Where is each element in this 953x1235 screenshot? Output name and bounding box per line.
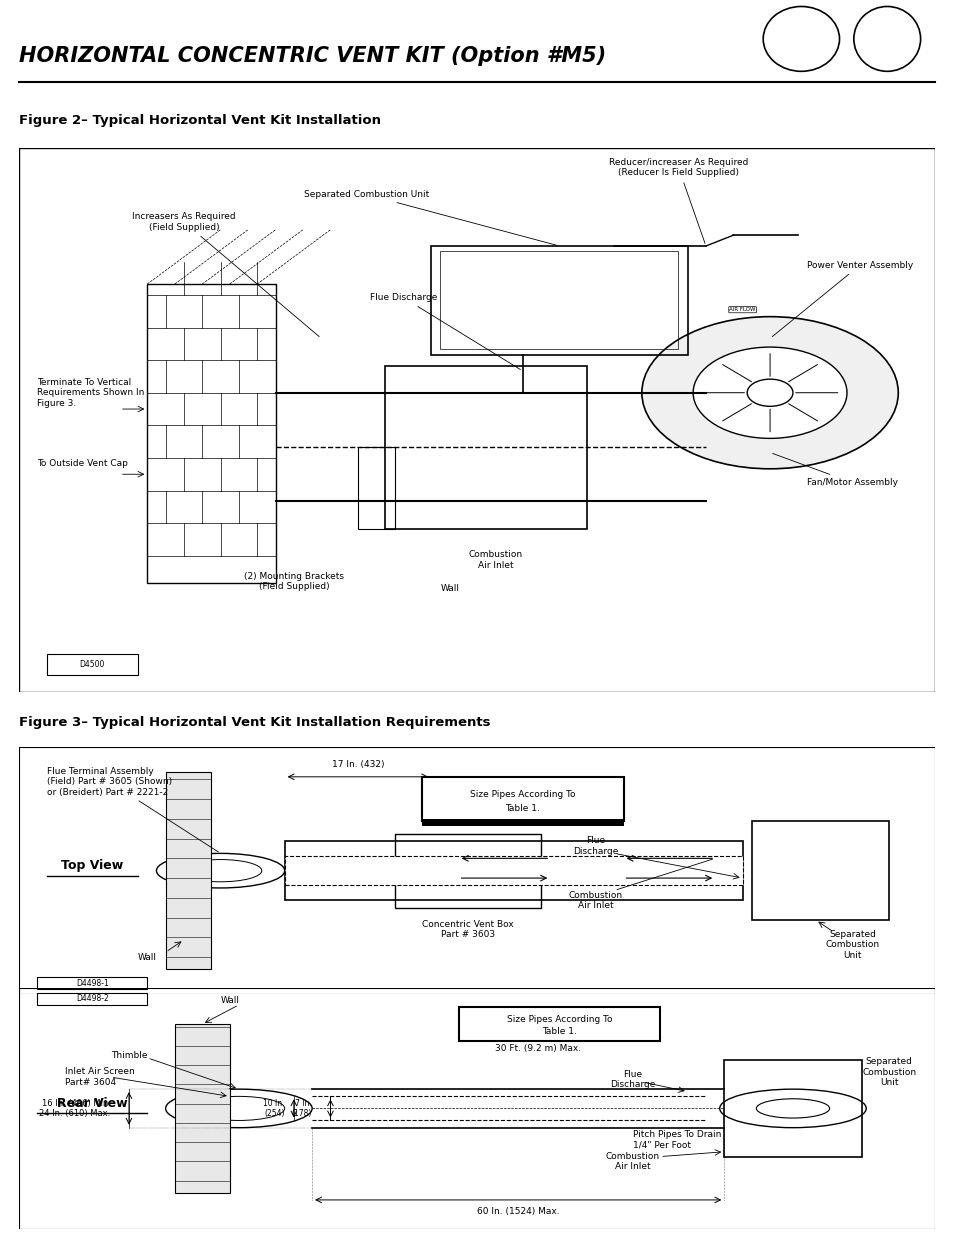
Text: D4498-1: D4498-1 <box>76 978 109 988</box>
Text: Combustion
Air Inlet: Combustion Air Inlet <box>468 551 522 569</box>
Bar <box>37 977 147 989</box>
Text: Combustion
Air Inlet: Combustion Air Inlet <box>568 890 622 910</box>
Bar <box>431 246 687 354</box>
Ellipse shape <box>853 6 920 72</box>
Bar <box>421 819 623 826</box>
FancyBboxPatch shape <box>421 777 623 821</box>
Text: D4500: D4500 <box>80 659 105 669</box>
Text: 6 Ft. (1.8 m) Min.
30 Ft. (9.2 m) Max.: 6 Ft. (1.8 m) Min. 30 Ft. (9.2 m) Max. <box>495 1034 580 1053</box>
Text: Rear View: Rear View <box>57 1097 128 1110</box>
Bar <box>37 993 147 1005</box>
Text: Table 1.: Table 1. <box>505 804 539 814</box>
Text: Flue Discharge: Flue Discharge <box>370 294 520 369</box>
Bar <box>147 284 275 583</box>
Bar <box>166 772 212 969</box>
Text: D4498-2: D4498-2 <box>76 994 109 1003</box>
Text: Size Pipes According To: Size Pipes According To <box>470 789 575 799</box>
Circle shape <box>156 853 284 888</box>
Text: Terminate To Vertical
Requirements Shown In
Figure 3.: Terminate To Vertical Requirements Shown… <box>37 378 145 408</box>
Bar <box>751 821 888 920</box>
Bar <box>440 252 678 350</box>
Text: Increasers As Required
(Field Supplied): Increasers As Required (Field Supplied) <box>132 212 319 337</box>
Text: 7 In.
(178): 7 In. (178) <box>292 1099 312 1118</box>
Circle shape <box>746 379 792 406</box>
Circle shape <box>179 860 261 882</box>
Circle shape <box>641 316 898 469</box>
Text: Top View: Top View <box>61 860 123 872</box>
Circle shape <box>719 1089 865 1128</box>
Text: Flue
Discharge: Flue Discharge <box>573 836 618 856</box>
Bar <box>385 366 586 529</box>
Bar <box>395 834 540 908</box>
Text: To Outside Vent Cap: To Outside Vent Cap <box>37 459 128 468</box>
Ellipse shape <box>762 6 839 72</box>
Text: Size Pipes According To: Size Pipes According To <box>506 1015 612 1024</box>
Text: Figure 2– Typical Horizontal Vent Kit Installation: Figure 2– Typical Horizontal Vent Kit In… <box>19 114 380 127</box>
Text: Power Venter Assembly: Power Venter Assembly <box>771 261 912 337</box>
Text: (2) Mounting Brackets
(Field Supplied): (2) Mounting Brackets (Field Supplied) <box>244 572 343 592</box>
Text: Reducer/increaser As Required
(Reducer Is Field Supplied): Reducer/increaser As Required (Reducer I… <box>608 158 747 243</box>
Text: Flue
Discharge: Flue Discharge <box>609 1070 655 1089</box>
Text: Wall: Wall <box>440 584 459 593</box>
Text: Wall: Wall <box>137 952 156 962</box>
Text: 60 In. (1524) Max.: 60 In. (1524) Max. <box>476 1207 559 1216</box>
Bar <box>174 1024 230 1193</box>
Text: 10 In.
(254): 10 In. (254) <box>263 1099 284 1118</box>
Text: Wall: Wall <box>220 995 239 1004</box>
Bar <box>284 841 741 900</box>
Text: Table 1.: Table 1. <box>541 1026 577 1036</box>
Circle shape <box>693 347 846 438</box>
Text: Thimble: Thimble <box>111 1051 147 1060</box>
Text: Concentric Vent Box
Part # 3603: Concentric Vent Box Part # 3603 <box>421 920 513 940</box>
Bar <box>47 653 138 676</box>
Text: 16 In. (406) Min.
24 In. (610) Max.: 16 In. (406) Min. 24 In. (610) Max. <box>39 1099 111 1118</box>
Bar <box>284 856 741 885</box>
Text: Inlet Air Screen
Part# 3604: Inlet Air Screen Part# 3604 <box>65 1067 134 1087</box>
Text: Separated
Combustion
Unit: Separated Combustion Unit <box>862 1057 915 1087</box>
Text: Separated
Combustion
Unit: Separated Combustion Unit <box>824 930 879 960</box>
Circle shape <box>193 1097 284 1120</box>
Text: Fan/Motor Assembly: Fan/Motor Assembly <box>772 453 897 487</box>
Text: Separated Combustion Unit: Separated Combustion Unit <box>304 190 557 246</box>
Circle shape <box>166 1089 312 1128</box>
Bar <box>723 1060 861 1156</box>
Text: 17 In. (432): 17 In. (432) <box>332 760 384 769</box>
FancyBboxPatch shape <box>458 1008 659 1041</box>
Text: Figure 3– Typical Horizontal Vent Kit Installation Requirements: Figure 3– Typical Horizontal Vent Kit In… <box>19 716 490 729</box>
Text: Pitch Pipes To Drain
1/4" Per Foot: Pitch Pipes To Drain 1/4" Per Foot <box>632 1130 720 1150</box>
Text: AIR FLOW: AIR FLOW <box>729 308 755 312</box>
Text: Flue Terminal Assembly
(Field) Part # 3605 (Shown)
or (Breidert) Part # 2221-2: Flue Terminal Assembly (Field) Part # 36… <box>47 767 218 852</box>
Bar <box>357 447 395 529</box>
Circle shape <box>756 1099 829 1118</box>
Text: Combustion
Air Inlet: Combustion Air Inlet <box>605 1152 659 1171</box>
Text: HORIZONTAL CONCENTRIC VENT KIT (Option #M5): HORIZONTAL CONCENTRIC VENT KIT (Option #… <box>19 46 605 67</box>
